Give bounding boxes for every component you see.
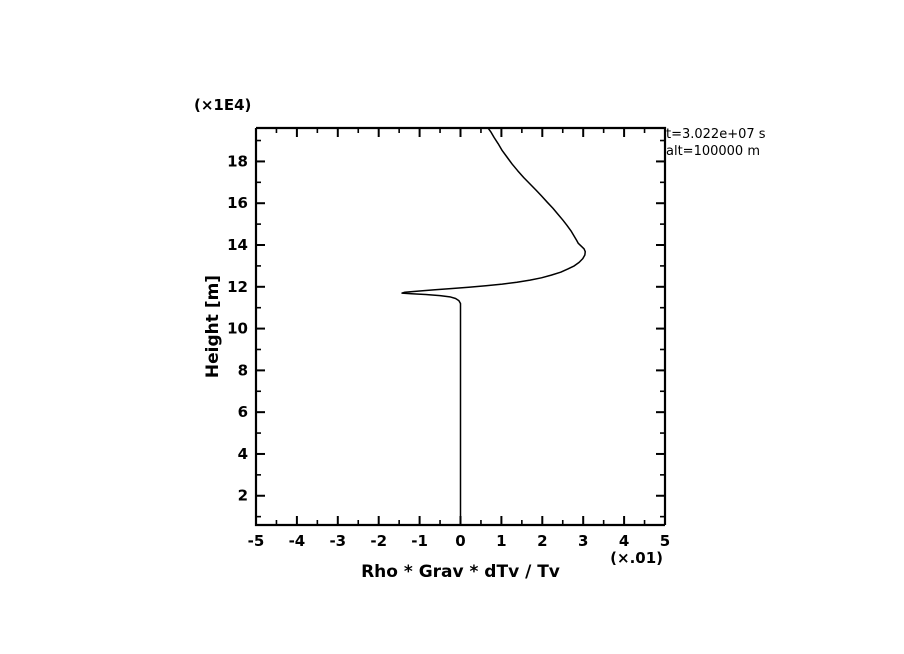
- y-tick-label: 12: [227, 278, 248, 296]
- x-tick-label: -5: [248, 532, 265, 550]
- data-curve-rho-grav-dtv-tv: [401, 127, 586, 526]
- y-tick-label: 16: [227, 194, 248, 212]
- y-axis-title: Height [m]: [203, 275, 223, 378]
- x-tick-label: -2: [370, 532, 387, 550]
- x-tick-label: 1: [496, 532, 506, 550]
- y-tick-label: 8: [238, 361, 248, 379]
- y-tick-label: 6: [238, 403, 248, 421]
- y-tick-label: 14: [227, 236, 248, 254]
- x-axis-title: Rho * Grav * dTv / Tv: [361, 562, 560, 582]
- x-tick-label: -3: [329, 532, 346, 550]
- y-axis-multiplier-label: (×1E4): [194, 96, 251, 114]
- y-tick-label: 2: [238, 487, 248, 505]
- y-tick-label: 4: [238, 445, 248, 463]
- x-tick-label: 4: [619, 532, 629, 550]
- annotation-text: alt=100000 m: [666, 144, 760, 159]
- x-axis-multiplier-label: (×.01): [610, 549, 663, 567]
- x-tick-label: 0: [455, 532, 465, 550]
- y-tick-label: 10: [227, 320, 248, 338]
- x-tick-label: 2: [537, 532, 547, 550]
- y-tick-label: 18: [227, 152, 248, 170]
- x-tick-label: -4: [289, 532, 306, 550]
- x-tick-label: -1: [411, 532, 428, 550]
- annotation-text: t=3.022e+07 s: [666, 127, 766, 142]
- x-tick-label: 5: [660, 532, 670, 550]
- x-tick-label: 3: [578, 532, 588, 550]
